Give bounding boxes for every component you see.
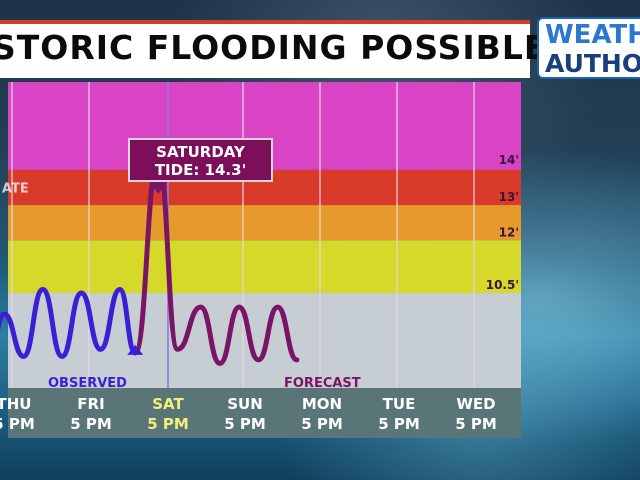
x-tick-day: SUN [227, 395, 263, 413]
series-line-observed [0, 287, 138, 359]
x-tick-time: 5 PM [455, 415, 497, 433]
threshold-label: 10.5' [486, 278, 519, 292]
x-tick-time: 5 PM [301, 415, 343, 433]
band-label: ATE [2, 182, 29, 197]
tide-chart: ATE 14' 13' 12' 10.5' OBSERVED FORECAST THU 5 PM… [0, 82, 521, 438]
x-tick-time: 5 PM [0, 415, 35, 433]
threshold-label: 14' [499, 153, 519, 167]
weather-authority-logo: WEATH AUTHOR [537, 17, 640, 79]
x-tick-day: FRI [77, 395, 104, 413]
series-label: OBSERVED [48, 376, 127, 391]
x-tick-day: TUE [383, 395, 416, 413]
x-tick-time: 5 PM [147, 415, 189, 433]
x-tick-day: THU [0, 395, 31, 413]
x-tick-day: WED [456, 395, 495, 413]
x-tick-day: SAT [152, 395, 184, 413]
x-tick-time: 5 PM [378, 415, 420, 433]
x-tick-time: 5 PM [224, 415, 266, 433]
callout-tide: TIDE: 14.3' [154, 161, 247, 179]
band-minor [8, 205, 521, 241]
axis-band [8, 388, 521, 438]
saturday-tide-callout: SATURDAY TIDE: 14.3' [128, 138, 273, 182]
logo-line-2: AUTHOR [545, 49, 640, 78]
x-tick-day: MON [302, 395, 342, 413]
logo-line-1: WEATH [545, 20, 640, 50]
x-tick-time: 5 PM [70, 415, 112, 433]
series-label: FORECAST [284, 376, 361, 391]
band-action [8, 240, 521, 294]
callout-day: SATURDAY [156, 143, 245, 161]
callout-pointer [149, 182, 168, 194]
title-banner: STORIC FLOODING POSSIBLE [0, 20, 548, 78]
threshold-label: 12' [499, 225, 519, 239]
page-title: STORIC FLOODING POSSIBLE [0, 28, 548, 67]
threshold-label: 13' [499, 190, 519, 204]
observed-end-marker [127, 344, 144, 355]
